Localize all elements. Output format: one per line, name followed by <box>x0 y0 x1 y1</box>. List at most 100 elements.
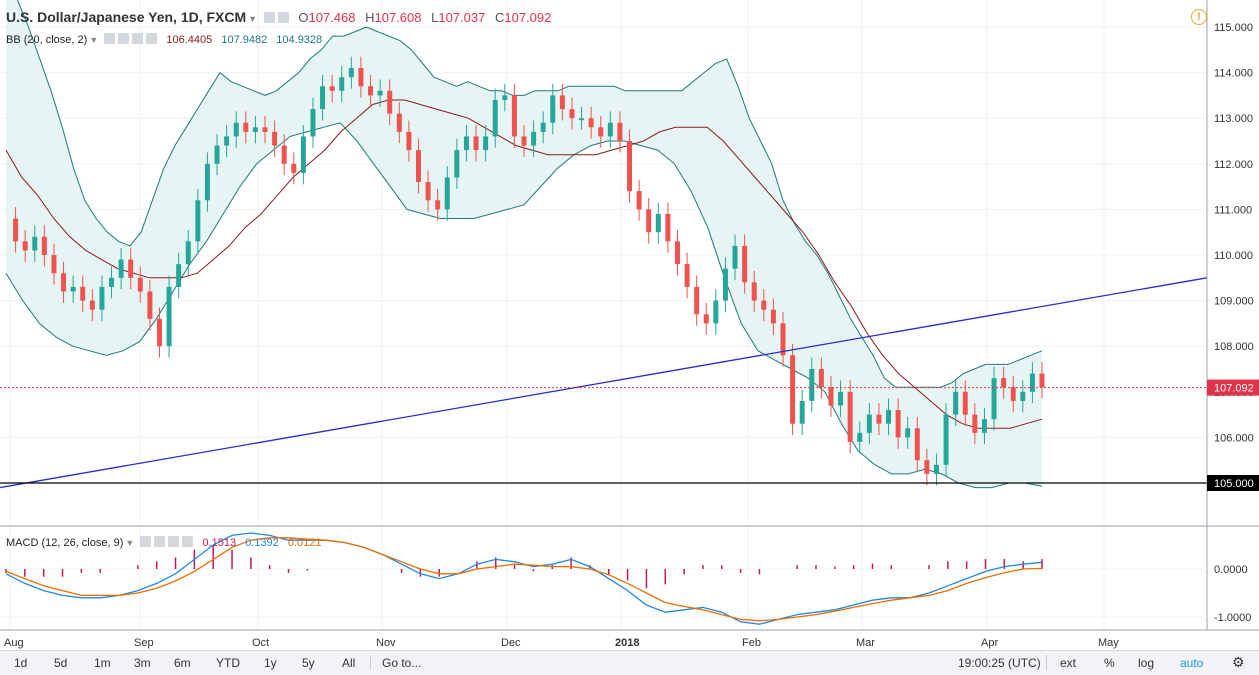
candle <box>473 136 479 151</box>
add-icon[interactable] <box>168 536 180 547</box>
time-tick-label: May <box>1098 637 1119 649</box>
log-button[interactable]: log <box>1138 656 1155 670</box>
toolbar-divider <box>370 655 371 670</box>
chevron-down-icon[interactable]: ▼ <box>89 35 99 45</box>
high-label: H <box>365 10 375 25</box>
candle <box>981 419 987 433</box>
price-tick-label: 115.000 <box>1214 22 1253 34</box>
candle <box>32 236 38 251</box>
candle <box>176 264 182 287</box>
chevron-down-icon[interactable]: ▼ <box>125 538 135 548</box>
settings-icon[interactable] <box>118 33 130 44</box>
candle <box>89 300 95 310</box>
candle <box>358 68 364 87</box>
candle <box>972 414 978 433</box>
candle <box>828 387 834 406</box>
time-tick-label: Apr <box>981 637 998 649</box>
eye-icon[interactable] <box>140 536 152 547</box>
macd-line-value: 0.1392 <box>245 537 279 549</box>
bb-mid-value: 106.4405 <box>166 34 213 46</box>
auto-button[interactable]: auto <box>1180 656 1204 670</box>
symbol-header: U.S. Dollar/Japanese Yen, 1D, FXCM ▼ O107… <box>6 9 551 25</box>
candle <box>243 122 249 132</box>
candle <box>933 464 939 474</box>
candle <box>195 200 201 242</box>
candle <box>818 369 824 388</box>
candle <box>185 241 191 265</box>
candle <box>368 86 374 96</box>
candle <box>396 113 402 132</box>
low-value: 107.037 <box>438 10 486 25</box>
candle <box>607 122 613 137</box>
candle <box>147 291 153 319</box>
percent-button[interactable]: % <box>1104 656 1115 670</box>
candle <box>751 282 757 301</box>
settings-icon[interactable] <box>277 12 289 23</box>
candle <box>684 264 690 287</box>
goto-button[interactable]: Go to... <box>382 656 422 670</box>
bb-upper-value: 107.9482 <box>221 34 268 46</box>
ext-button[interactable]: ext <box>1060 656 1077 670</box>
candle <box>770 309 776 324</box>
time-tick-label: Feb <box>742 637 761 649</box>
candle <box>118 259 124 278</box>
time-tick-label: Mar <box>856 637 875 649</box>
macd-hist-value: 0.1513 <box>202 537 237 549</box>
candle <box>80 286 86 301</box>
time-tick-label: Sep <box>134 637 154 649</box>
range-5y-button[interactable]: 5y <box>302 656 315 670</box>
candle <box>761 300 767 310</box>
macd-tick-label: 0.0000 <box>1214 564 1248 576</box>
macd-tick-label: -1.0000 <box>1214 612 1251 624</box>
candle <box>204 163 210 201</box>
close-icon[interactable] <box>182 536 194 547</box>
candle <box>703 314 709 324</box>
time-tick-label: Nov <box>376 637 396 649</box>
range-1y-button[interactable]: 1y <box>264 656 277 670</box>
candle <box>252 127 258 132</box>
candle <box>790 355 796 424</box>
candle <box>559 95 565 110</box>
candle <box>847 391 853 442</box>
gear-icon[interactable]: ⚙ <box>1232 654 1245 670</box>
range-1m-button[interactable]: 1m <box>94 656 111 670</box>
candle <box>281 145 287 164</box>
range-6m-button[interactable]: 6m <box>174 656 191 670</box>
candle <box>41 236 47 255</box>
range-3m-button[interactable]: 3m <box>134 656 151 670</box>
candle <box>943 414 949 465</box>
candle <box>425 182 431 201</box>
close-icon[interactable] <box>146 33 158 44</box>
candle <box>310 109 316 137</box>
candle <box>895 410 901 438</box>
price-chart[interactable]: 115.000 114.000 113.000 112.000 111.000 110.0… <box>0 0 1259 650</box>
range-1d-button[interactable]: 1d <box>14 656 28 670</box>
eye-icon[interactable] <box>104 33 116 44</box>
candle <box>914 428 920 461</box>
candle <box>742 245 748 283</box>
bb-label[interactable]: BB (20, close, 2) <box>6 34 88 46</box>
candle <box>22 241 28 251</box>
candle <box>1010 387 1016 401</box>
alert-icon[interactable]: ! <box>1191 9 1207 25</box>
candle <box>262 127 268 132</box>
candle <box>655 213 661 233</box>
candle <box>511 95 517 137</box>
candle <box>799 400 805 424</box>
candle <box>722 268 728 301</box>
symbol-title[interactable]: U.S. Dollar/Japanese Yen, 1D, FXCM <box>6 9 247 25</box>
range-5d-button[interactable]: 5d <box>54 656 68 670</box>
trendline <box>0 277 1208 489</box>
settings-icon[interactable] <box>154 536 166 547</box>
candle <box>214 145 220 164</box>
range-all-button[interactable]: All <box>342 656 356 670</box>
candle <box>1039 373 1045 388</box>
candle <box>320 86 326 110</box>
macd-label[interactable]: MACD (12, 26, close, 9) <box>6 537 124 549</box>
candle <box>550 95 556 123</box>
range-ytd-button[interactable]: YTD <box>216 656 240 670</box>
chevron-down-icon[interactable]: ▼ <box>248 14 258 24</box>
add-icon[interactable] <box>132 33 144 44</box>
candle <box>156 318 162 347</box>
eye-icon[interactable] <box>263 12 275 23</box>
